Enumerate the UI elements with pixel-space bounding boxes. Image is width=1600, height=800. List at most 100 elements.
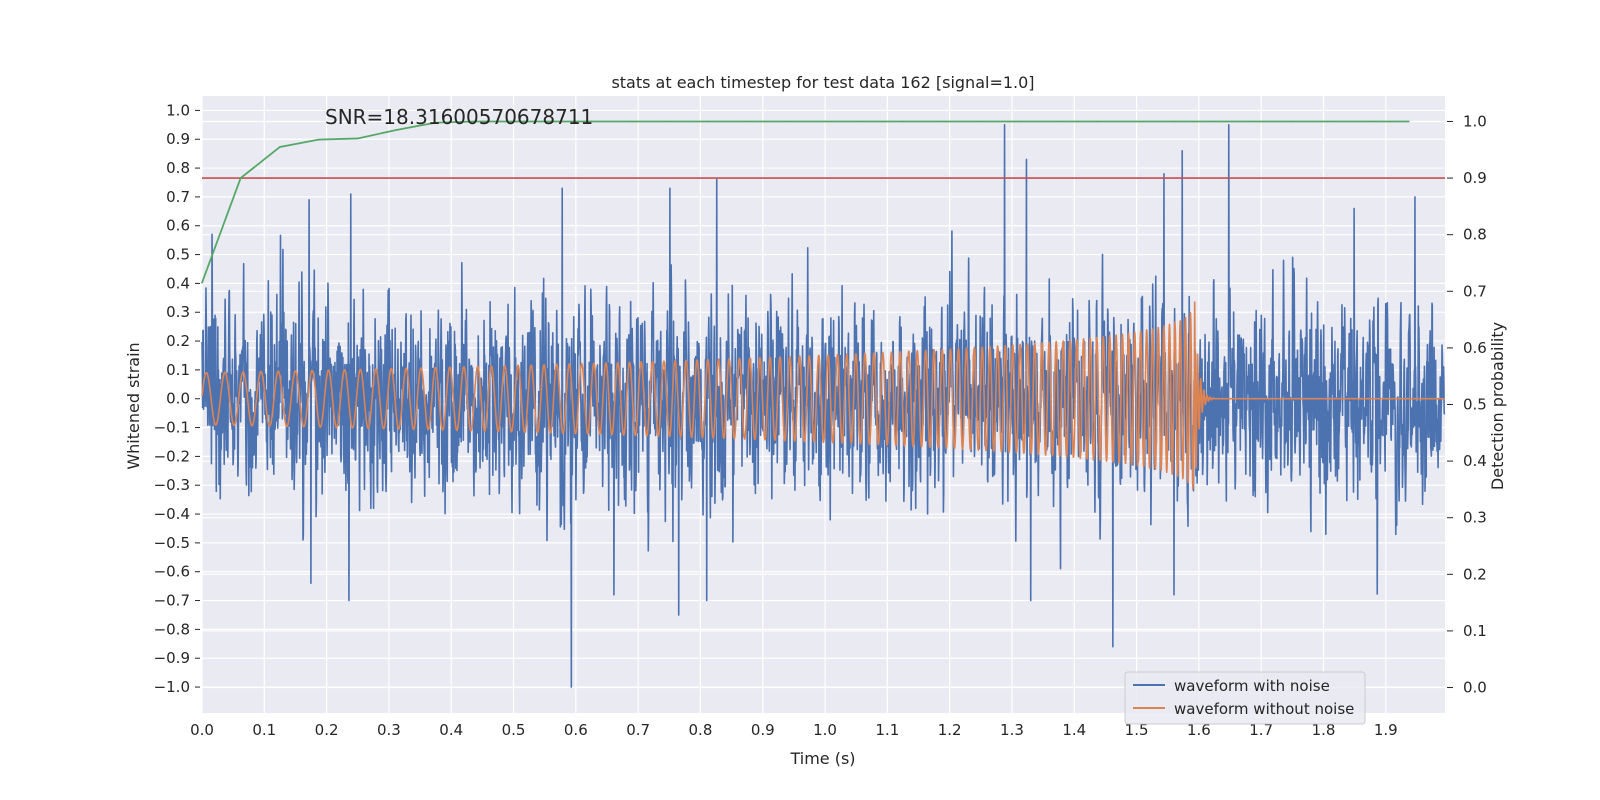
probability-line xyxy=(201,120,1409,284)
y-tick-label: −0.6 xyxy=(154,563,190,581)
legend-box xyxy=(1124,671,1366,725)
y2-tick-label: 0.1 xyxy=(1463,622,1487,640)
probability-point xyxy=(1408,120,1410,123)
x-tick-label: 0.1 xyxy=(252,721,276,739)
y2-tick-label: 0.5 xyxy=(1463,396,1487,414)
y-tick-label: −0.9 xyxy=(154,649,190,667)
x-tick-label: 1.5 xyxy=(1125,721,1149,739)
y-tick-label: 0.2 xyxy=(166,332,190,350)
probability-point xyxy=(1174,120,1177,123)
probability-point xyxy=(1291,120,1294,123)
y2-tick-label: 0.0 xyxy=(1463,679,1487,697)
x-tick-label: 0.6 xyxy=(564,721,588,739)
y-tick-label: 0.7 xyxy=(166,188,190,206)
y-tick-label: −1.0 xyxy=(154,678,190,696)
noisy-series-group xyxy=(201,124,1446,688)
y2-tick-label: 1.0 xyxy=(1463,112,1487,130)
probability-point xyxy=(1369,120,1372,123)
probability-point xyxy=(317,138,320,141)
y-tick-label: −0.8 xyxy=(154,620,190,638)
x-tick-label: 0.7 xyxy=(626,721,650,739)
probability-point xyxy=(1252,120,1254,123)
probability-point xyxy=(707,120,709,123)
x-tick-label: 1.6 xyxy=(1187,721,1211,739)
probability-point xyxy=(1057,120,1060,123)
x-tick-label: 1.7 xyxy=(1249,721,1273,739)
y2-tick-label: 0.8 xyxy=(1463,226,1487,244)
x-tick-label: 1.1 xyxy=(875,721,899,739)
y-tick-label: 0.4 xyxy=(166,274,190,292)
snr-annotation: SNR=18.31600570678711 xyxy=(325,105,593,129)
y-tick-label: 0.6 xyxy=(166,217,190,235)
y2-tick-label: 0.9 xyxy=(1463,169,1487,187)
x-axis-label: Time (s) xyxy=(789,749,855,768)
legend-label-noisy: waveform with noise xyxy=(1174,677,1330,695)
probability-point xyxy=(1135,120,1138,123)
probability-point xyxy=(940,120,943,123)
x-tick-label: 1.4 xyxy=(1062,721,1086,739)
probability-point xyxy=(1330,120,1332,123)
probability-point xyxy=(279,146,281,148)
chart-title: stats at each timestep for test data 162… xyxy=(611,73,1034,92)
x-tick-label: 1.9 xyxy=(1374,721,1398,739)
legend-label-clean: waveform without noise xyxy=(1174,700,1354,718)
noisy-waveform-line xyxy=(201,124,1446,688)
probability-point xyxy=(824,120,826,123)
x-tick-label: 1.2 xyxy=(938,721,962,739)
x-tick-labels: 0.0 0.1 0.2 0.3 0.4 0.5 0.6 0.7 0.8 0.9 1.0 1.1 1.2 1… xyxy=(190,721,1398,739)
x-tick-label: 0.2 xyxy=(315,721,339,739)
x-tick-label: 0.8 xyxy=(689,721,713,739)
y-tick-label: 1.0 xyxy=(166,101,190,119)
probability-point xyxy=(434,121,437,124)
y-tick-label: 0.3 xyxy=(166,303,190,321)
probability-point xyxy=(239,177,242,179)
probability-point xyxy=(512,120,515,123)
x-tick-label: 1.0 xyxy=(813,721,837,739)
probability-point xyxy=(980,120,982,123)
probability-point xyxy=(862,120,865,123)
y2-tick-label: 0.3 xyxy=(1463,509,1487,527)
x-tick-label: 1.3 xyxy=(1000,721,1024,739)
probability-point xyxy=(395,129,398,131)
x-tick-label: 0.5 xyxy=(502,721,526,739)
y2-tick-label: 0.2 xyxy=(1463,565,1487,583)
y-tick-label: −0.3 xyxy=(154,476,190,494)
probability-point xyxy=(473,120,476,123)
probability-series-group xyxy=(201,120,1445,284)
y2-tick-label: 0.6 xyxy=(1463,339,1487,357)
y-tick-label: −0.4 xyxy=(154,505,190,523)
probability-point xyxy=(785,120,787,123)
probability-point xyxy=(1213,120,1216,123)
y2-tick-labels: 1.0 0.9 0.8 0.7 0.6 0.5 0.4 0.3 0.2 0.1 0.0 xyxy=(1463,112,1487,696)
probability-point xyxy=(746,120,748,123)
y-tick-label: 0.9 xyxy=(166,130,190,148)
y-tick-label: 0.0 xyxy=(166,390,190,408)
y-tick-label: 0.8 xyxy=(166,159,190,177)
y-axis-label: Whitened strain xyxy=(124,342,143,469)
y2-tick-label: 0.7 xyxy=(1463,282,1487,300)
x-tick-label: 1.8 xyxy=(1312,721,1336,739)
clean-series-group xyxy=(201,301,1445,490)
probability-point xyxy=(356,137,359,140)
probability-point xyxy=(902,120,904,123)
x-tick-label: 0.9 xyxy=(751,721,775,739)
clean-waveform-line xyxy=(201,301,1445,490)
probability-point xyxy=(668,120,671,123)
y-tick-label: −0.5 xyxy=(154,534,190,552)
x-tick-label: 0.4 xyxy=(439,721,463,739)
y-tick-label: −0.7 xyxy=(154,592,190,610)
probability-point xyxy=(1096,120,1099,123)
y-tick-label: −0.1 xyxy=(154,419,190,437)
y-tick-label: 0.1 xyxy=(166,361,190,379)
probability-point xyxy=(551,120,553,123)
legend: waveform with noise waveform without noi… xyxy=(1124,671,1366,725)
x-tick-label: 0.3 xyxy=(377,721,401,739)
probability-point xyxy=(629,120,631,123)
y-tick-labels: 1.0 0.9 0.8 0.7 0.6 0.5 0.4 0.3 0.2 0.1 0.0 −0.1 −0.… xyxy=(154,101,190,696)
y-tick-label: 0.5 xyxy=(166,246,190,264)
y2-tick-label: 0.4 xyxy=(1463,452,1487,470)
probability-point xyxy=(590,120,593,123)
probability-point xyxy=(201,281,203,284)
y2-axis-label: Detection probability xyxy=(1488,322,1507,490)
